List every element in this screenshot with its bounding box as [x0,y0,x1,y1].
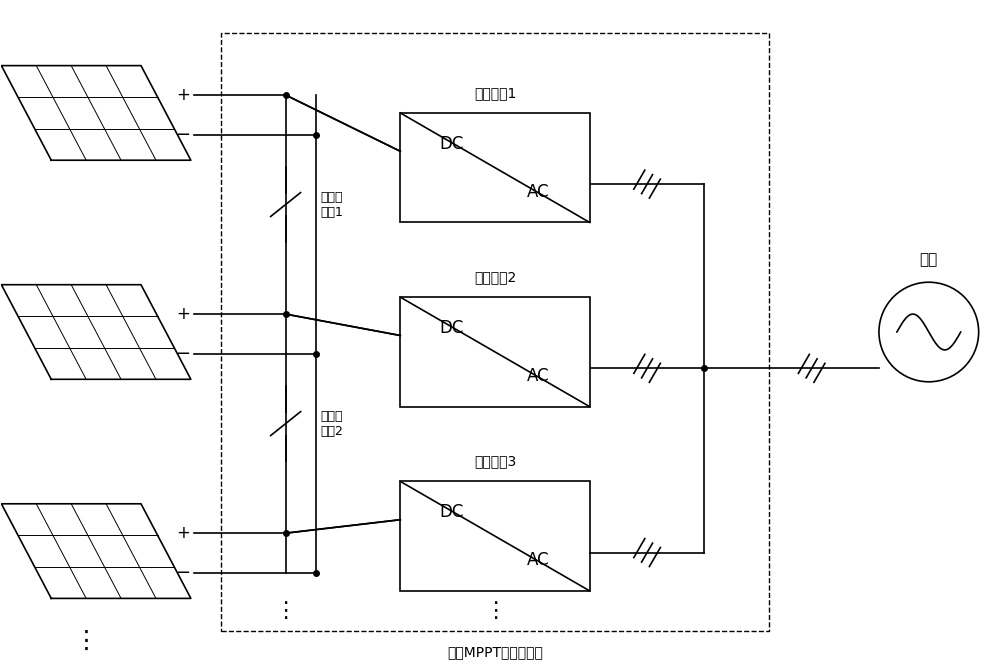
Text: 直流接
触器2: 直流接 触器2 [321,410,343,438]
Text: 电网: 电网 [920,252,938,267]
Text: 直流接
触器1: 直流接 触器1 [321,191,343,219]
Text: ⋮: ⋮ [74,629,99,653]
Text: −: − [175,564,190,582]
Text: 逆变单元1: 逆变单元1 [474,86,516,100]
Bar [221,33,769,631]
Text: +: + [176,524,190,542]
Text: 逆变单元3: 逆变单元3 [474,454,516,468]
Bar [400,297,590,407]
Text: 逆变单元2: 逆变单元2 [474,270,516,284]
Text: DC: DC [439,135,464,153]
Text: ⋮: ⋮ [274,601,297,621]
Text: +: + [176,305,190,323]
Text: −: − [175,345,190,363]
Bar [400,482,590,591]
Text: ⋮: ⋮ [484,601,506,621]
Text: AC: AC [527,551,550,569]
Text: AC: AC [527,183,550,201]
Text: DC: DC [439,319,464,337]
Text: 多路MPPT光伏逆变器: 多路MPPT光伏逆变器 [447,646,543,660]
Bar [400,113,590,223]
Text: +: + [176,86,190,104]
Text: −: − [175,126,190,144]
Text: AC: AC [527,367,550,385]
Text: DC: DC [439,503,464,521]
